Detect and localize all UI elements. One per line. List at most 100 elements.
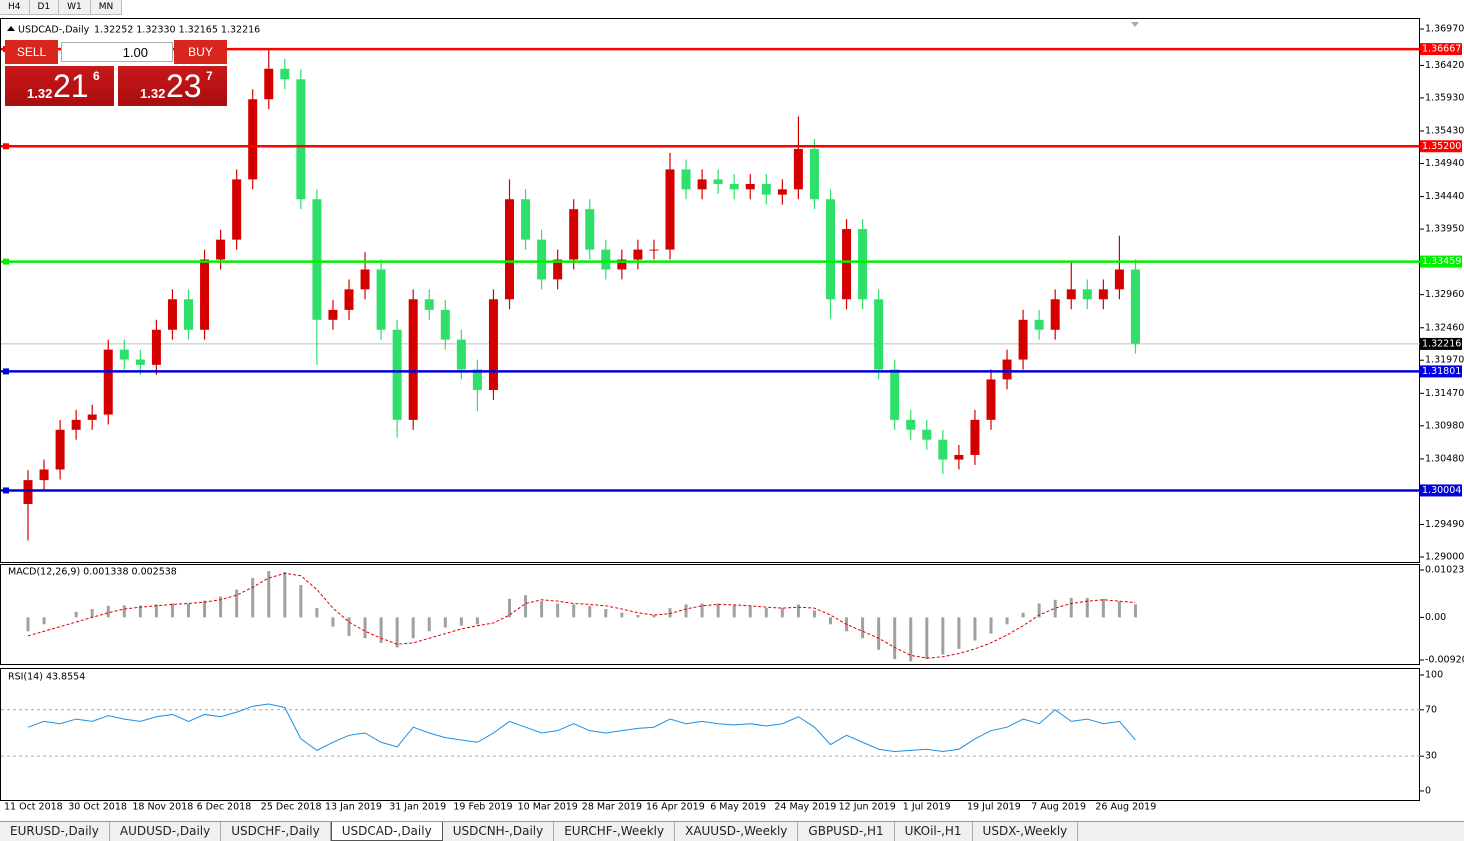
candle-body xyxy=(456,339,466,370)
timeframe[interactable]: H4 xyxy=(0,0,30,14)
candle-body xyxy=(248,99,258,180)
symbol-tab[interactable]: UKOil-,H1 xyxy=(895,822,973,841)
lot-input[interactable]: 1.00 xyxy=(61,42,173,62)
symbol-tab[interactable]: USDCAD-,Daily xyxy=(330,822,443,841)
candle-body xyxy=(376,269,386,330)
level-label: 1.33459 xyxy=(1422,256,1461,267)
macd-bar xyxy=(42,617,46,625)
macd-title: MACD(12,26,9) 0.001338 0.002538 xyxy=(8,567,177,578)
macd-bar xyxy=(106,605,110,618)
candle-body xyxy=(649,249,659,251)
macd-bar xyxy=(716,603,720,618)
x-tick-label: 10 Mar 2019 xyxy=(518,802,578,813)
ask-box[interactable]: 1.32 23 7 xyxy=(118,66,227,106)
candle-body xyxy=(280,68,290,80)
level-anchor xyxy=(3,258,9,265)
y-tick-label: 0.00 xyxy=(1425,612,1446,623)
symbol-tab[interactable]: USDCHF-,Daily xyxy=(221,822,331,841)
y-tick-label: -0.009203 xyxy=(1425,654,1464,665)
candle-body xyxy=(1114,269,1124,290)
timeframe[interactable]: W1 xyxy=(59,0,91,14)
sell-button[interactable]: SELL xyxy=(5,40,58,64)
candle-body xyxy=(954,454,964,460)
y-tick-label: 1.31470 xyxy=(1425,388,1464,399)
macd-bar xyxy=(748,606,752,618)
candle-body xyxy=(135,359,145,365)
macd-bar xyxy=(652,615,656,618)
x-tick-label: 1 Jul 2019 xyxy=(903,802,951,813)
candle-body xyxy=(537,239,547,280)
level-anchor xyxy=(3,143,9,150)
macd-bar xyxy=(620,612,624,618)
symbol-tab[interactable]: USDX-,Weekly xyxy=(973,822,1079,841)
symbol-tab[interactable]: USDCNH-,Daily xyxy=(443,822,555,841)
candle-body xyxy=(360,269,370,290)
candle-body xyxy=(922,429,932,440)
macd-bar xyxy=(1069,597,1073,618)
buy-button[interactable]: BUY xyxy=(174,40,227,64)
candle-body xyxy=(553,259,563,280)
macd-bar xyxy=(1117,601,1121,618)
macd-bar xyxy=(170,603,174,618)
candle-body xyxy=(505,199,514,300)
level-label: 1.31801 xyxy=(1422,366,1461,377)
symbol-tab[interactable]: EURUSD-,Daily xyxy=(0,822,110,841)
candle-body xyxy=(938,439,948,460)
level-label-bg xyxy=(1420,365,1462,378)
collapse-icon xyxy=(7,26,15,31)
candle-body xyxy=(569,209,579,260)
macd-bar xyxy=(138,605,142,618)
candle-body xyxy=(697,179,707,190)
macd-bar xyxy=(187,603,190,618)
candle-body xyxy=(809,148,819,200)
quote: 1.32252 1.32330 1.32165 1.32216 xyxy=(94,25,260,36)
y-tick-label: 0 xyxy=(1425,785,1431,796)
candle-body xyxy=(858,229,868,300)
x-tick-label: 28 Mar 2019 xyxy=(582,802,642,813)
candle-body xyxy=(1130,269,1140,344)
y-tick-label: 1.34440 xyxy=(1425,191,1464,202)
x-tick-label: 6 Dec 2018 xyxy=(197,802,252,813)
candle-body xyxy=(167,299,177,330)
candle-body xyxy=(970,419,980,455)
level-label-bg xyxy=(1420,140,1462,153)
y-tick-label: 1.35430 xyxy=(1425,126,1464,137)
candle-body xyxy=(23,480,33,504)
candle-body xyxy=(826,199,835,300)
macd-bar xyxy=(395,617,399,648)
candle-body xyxy=(874,299,884,370)
candle-body xyxy=(408,299,418,420)
macd-bar xyxy=(556,603,560,618)
candle-body xyxy=(472,369,482,391)
level-label-bg xyxy=(1420,484,1462,497)
level-label: 1.35200 xyxy=(1422,141,1461,152)
candle-body xyxy=(1066,289,1076,300)
candle-body xyxy=(1034,319,1044,330)
level-anchor xyxy=(3,368,9,375)
macd-bar xyxy=(524,595,528,618)
timeframe[interactable]: D1 xyxy=(30,0,60,14)
symbol-tab[interactable]: EURCHF-,Weekly xyxy=(554,822,676,841)
candle-body xyxy=(184,299,193,330)
macd-bar xyxy=(732,605,736,618)
x-tick-label: 31 Jan 2019 xyxy=(389,802,446,813)
candle-body xyxy=(232,179,242,240)
macd-bar xyxy=(829,617,832,625)
macd-bar xyxy=(219,596,223,618)
y-tick-label: 30 xyxy=(1425,751,1437,762)
candle-body xyxy=(986,379,996,420)
symbol-tab[interactable]: AUDUSD-,Daily xyxy=(110,822,222,841)
candle-body xyxy=(793,148,803,190)
macd-bar xyxy=(315,608,319,618)
symbol-tab[interactable]: XAUUSD-,Weekly xyxy=(675,822,799,841)
bid-box[interactable]: 1.32 21 6 xyxy=(5,66,114,106)
macd-bar xyxy=(90,609,94,618)
symbol-tab[interactable]: GBPUSD-,H1 xyxy=(798,822,895,841)
macd-bar xyxy=(909,617,913,662)
macd-bar xyxy=(26,617,30,632)
macd-bar xyxy=(925,617,929,660)
timeframe[interactable]: MN xyxy=(91,0,123,14)
candle-body xyxy=(713,179,723,185)
